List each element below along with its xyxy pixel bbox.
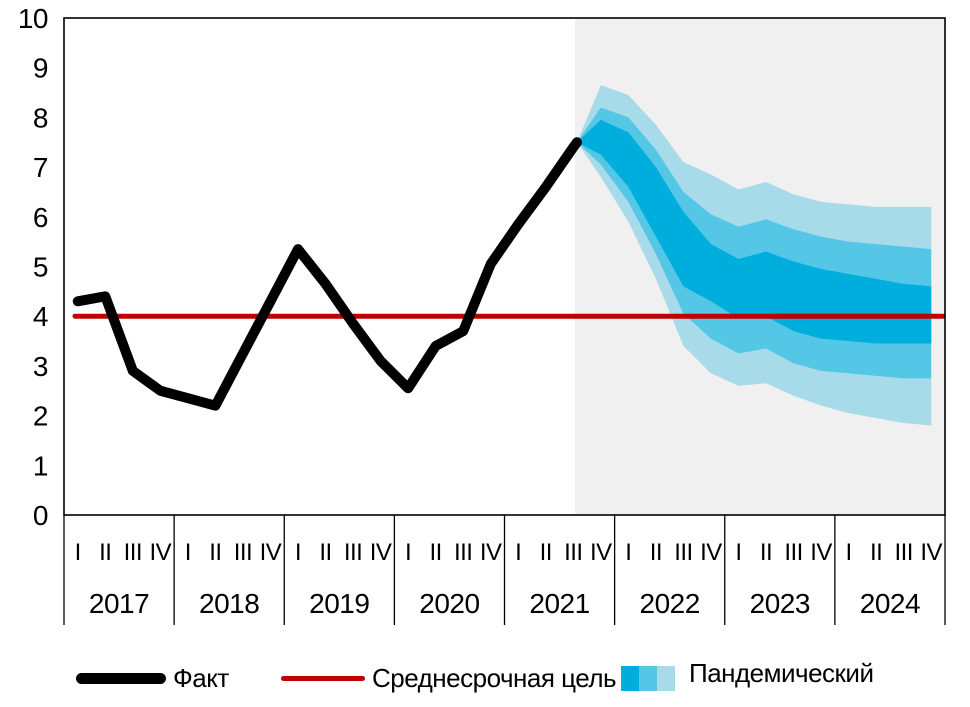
legend-item-pandemic: Пандемический [621,653,874,703]
year-label: 2023 [750,588,810,619]
quarter-label: II [99,539,111,566]
legend-item-target: Среднесрочная цель [281,653,617,703]
quarter-label: III [344,539,363,566]
legend-label-fact: Факт [173,662,229,693]
year-label: 2021 [529,588,589,619]
year-label: 2019 [309,588,369,619]
fan-inner-swatch [621,665,639,691]
legend: Факт Среднесрочная цель Пандемический [0,653,970,703]
quarter-label: III [564,539,583,566]
year-label: 2020 [419,588,479,619]
quarter-label: III [784,539,803,566]
quarter-label: II [430,539,442,566]
quarter-label: I [405,539,411,566]
quarter-label: II [540,539,552,566]
quarter-label: IV [150,539,172,566]
fact-line-swatch [76,672,166,684]
legend-item-fact: Факт [76,653,229,703]
quarter-label: IV [480,539,502,566]
y-tick-label: 2 [33,401,48,432]
quarter-label: III [454,539,473,566]
y-tick-label: 6 [33,202,48,233]
y-tick-label: 1 [33,450,48,481]
quarter-label: I [735,539,741,566]
quarter-label: IV [920,539,942,566]
y-tick-label: 7 [33,152,48,183]
quarter-label: II [319,539,331,566]
quarter-label: III [234,539,253,566]
quarter-label: IV [590,539,612,566]
quarter-label: II [650,539,662,566]
quarter-label: II [209,539,221,566]
quarter-label: III [674,539,693,566]
fan-outer-swatch [657,665,675,691]
y-tick-label: 9 [33,53,48,84]
y-tick-label: 5 [33,252,48,283]
y-tick-label: 10 [18,3,48,34]
quarter-label: IV [810,539,832,566]
quarter-label: I [846,539,852,566]
quarter-label: II [870,539,882,566]
legend-label-pandemic: Пандемический [689,657,874,688]
quarter-label: IV [700,539,722,566]
quarter-label: III [894,539,913,566]
legend-label-target: Среднесрочная цель [372,662,617,693]
quarter-label: IV [260,539,282,566]
quarter-label: I [625,539,631,566]
fan-middle-swatch [639,665,657,691]
fact-line [72,137,582,411]
quarter-label: III [124,539,143,566]
quarter-label: I [185,539,191,566]
quarter-label: I [75,539,81,566]
year-label: 2017 [89,588,149,619]
fan-inner-band [577,119,932,344]
y-tick-label: 3 [33,351,48,382]
target-line-swatch [281,675,365,681]
y-tick-label: 0 [33,500,48,531]
year-label: 2024 [860,588,920,619]
year-label: 2022 [640,588,700,619]
quarter-label: II [760,539,772,566]
quarter-label: IV [370,539,392,566]
quarter-label: I [515,539,521,566]
quarter-label: I [295,539,301,566]
year-label: 2018 [199,588,259,619]
y-tick-label: 4 [33,301,48,332]
y-tick-label: 8 [33,102,48,133]
